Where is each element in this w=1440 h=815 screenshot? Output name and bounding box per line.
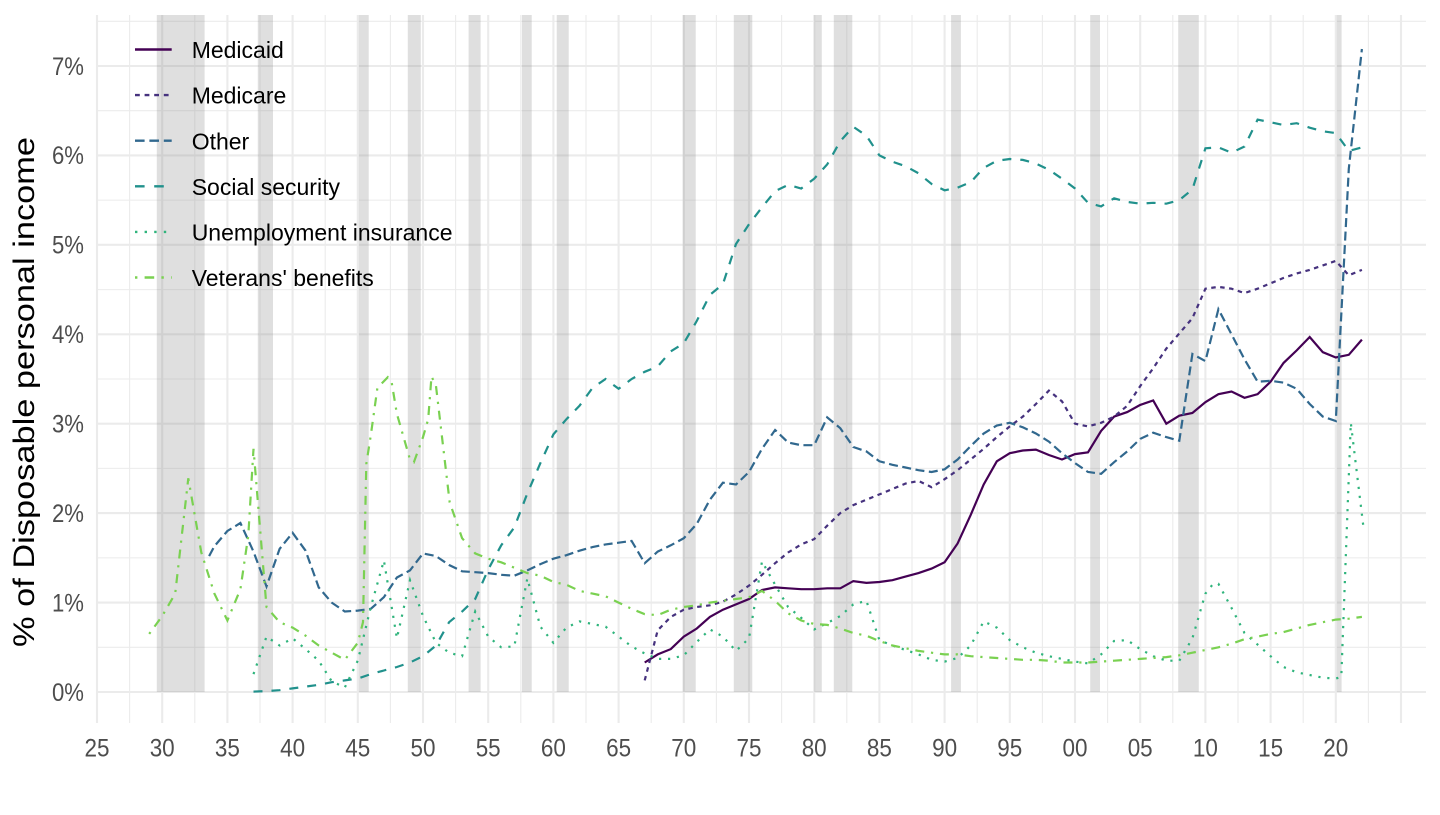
svg-text:4%: 4% bbox=[52, 321, 84, 349]
svg-text:30: 30 bbox=[150, 735, 175, 763]
svg-text:% of Disposable personal incom: % of Disposable personal income bbox=[8, 137, 41, 647]
svg-text:45: 45 bbox=[345, 735, 370, 763]
svg-text:5%: 5% bbox=[52, 232, 84, 260]
svg-text:2%: 2% bbox=[52, 500, 84, 528]
svg-text:90: 90 bbox=[932, 735, 957, 763]
svg-text:Other: Other bbox=[192, 128, 250, 154]
svg-text:00: 00 bbox=[1063, 735, 1088, 763]
svg-text:65: 65 bbox=[606, 735, 631, 763]
svg-text:05: 05 bbox=[1128, 735, 1153, 763]
svg-text:Veterans' benefits: Veterans' benefits bbox=[192, 265, 374, 291]
svg-text:40: 40 bbox=[280, 735, 305, 763]
svg-text:60: 60 bbox=[541, 735, 566, 763]
svg-text:3%: 3% bbox=[52, 411, 84, 439]
svg-text:6%: 6% bbox=[52, 142, 84, 170]
svg-text:7%: 7% bbox=[52, 53, 84, 81]
svg-text:10: 10 bbox=[1193, 735, 1218, 763]
svg-text:0%: 0% bbox=[52, 679, 84, 707]
svg-text:85: 85 bbox=[867, 735, 892, 763]
svg-text:Medicare: Medicare bbox=[192, 83, 287, 109]
svg-text:70: 70 bbox=[671, 735, 696, 763]
svg-text:Social security: Social security bbox=[192, 174, 341, 200]
svg-text:95: 95 bbox=[997, 735, 1022, 763]
svg-text:80: 80 bbox=[802, 735, 827, 763]
svg-text:55: 55 bbox=[476, 735, 501, 763]
svg-text:20: 20 bbox=[1323, 735, 1348, 763]
svg-text:15: 15 bbox=[1258, 735, 1283, 763]
svg-text:Medicaid: Medicaid bbox=[192, 37, 284, 63]
svg-text:75: 75 bbox=[737, 735, 762, 763]
svg-text:1%: 1% bbox=[52, 589, 84, 617]
svg-text:25: 25 bbox=[85, 735, 110, 763]
svg-text:50: 50 bbox=[411, 735, 436, 763]
svg-text:Unemployment insurance: Unemployment insurance bbox=[192, 220, 453, 246]
svg-text:35: 35 bbox=[215, 735, 240, 763]
